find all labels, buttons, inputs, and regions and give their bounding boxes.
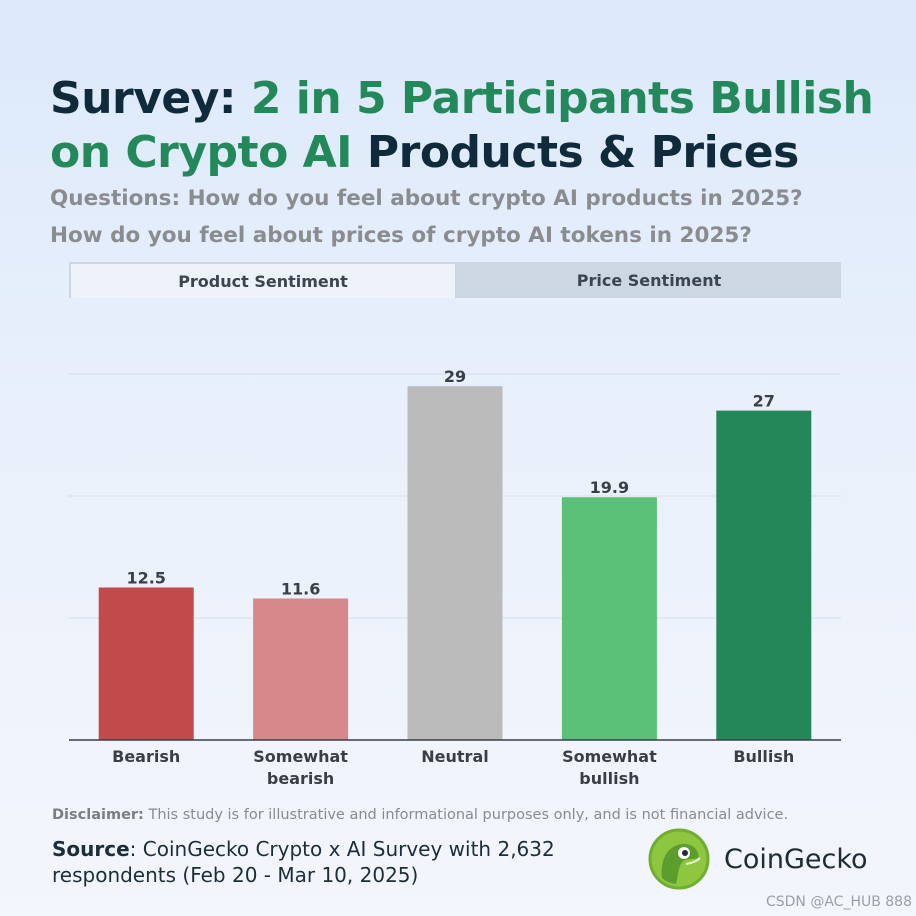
title-part-1: Survey:	[50, 73, 251, 124]
subtitle-question-1: Questions: How do you feel about crypto …	[50, 186, 803, 211]
category-label: Bearish	[112, 747, 180, 766]
bar-3	[407, 386, 503, 740]
disclaimer-label: Disclaimer:	[52, 807, 144, 823]
source-label: Source	[52, 837, 130, 861]
disclaimer: Disclaimer: This study is for illustrati…	[52, 807, 788, 823]
bar-2	[253, 598, 349, 740]
data-label: 27	[753, 392, 775, 411]
category-label: Bullish	[733, 747, 794, 766]
sentiment-tabs: Product Sentiment Price Sentiment	[69, 262, 841, 298]
data-label: 19.9	[590, 478, 629, 497]
title-part-2: Products & Prices	[352, 127, 799, 178]
watermark: CSDN @AC_HUB 888	[765, 894, 912, 910]
category-label-line: bearish	[267, 769, 334, 788]
category-label: Somewhat bullish	[562, 747, 657, 788]
source-note: Source: CoinGecko Crypto x AI Survey wit…	[52, 836, 592, 888]
category-label: Neutral	[421, 747, 488, 766]
source-text: : CoinGecko Crypto x AI Survey with 2,63…	[52, 837, 555, 887]
coingecko-logo: CoinGecko	[648, 828, 868, 890]
category-label: Somewhat bearish	[253, 747, 348, 788]
category-label-line: Neutral	[421, 747, 488, 766]
data-label: 11.6	[281, 579, 320, 598]
subtitle: Questions: How do you feel about crypto …	[50, 180, 890, 254]
title-highlight: 2 in 5 Participants Bullish on Crypto AI	[50, 73, 874, 178]
bar-1	[98, 587, 194, 740]
bar-4	[561, 497, 657, 740]
category-label-line: bullish	[579, 769, 639, 788]
bar-5	[716, 410, 812, 740]
tab-product-sentiment[interactable]: Product Sentiment	[69, 262, 457, 298]
category-label-line: Bearish	[112, 747, 180, 766]
gecko-icon	[648, 828, 710, 890]
category-label-line: Bullish	[733, 747, 794, 766]
subtitle-question-2: How do you feel about prices of crypto A…	[50, 223, 752, 248]
category-label-line: Somewhat	[253, 747, 348, 766]
page-title: Survey: 2 in 5 Participants Bullish on C…	[50, 72, 890, 180]
brand-name: CoinGecko	[724, 843, 868, 875]
tab-price-sentiment[interactable]: Price Sentiment	[457, 262, 841, 298]
data-label: 12.5	[126, 569, 165, 588]
category-label-line: Somewhat	[562, 747, 657, 766]
disclaimer-text: This study is for illustrative and infor…	[143, 807, 789, 823]
data-label: 29	[444, 367, 466, 386]
